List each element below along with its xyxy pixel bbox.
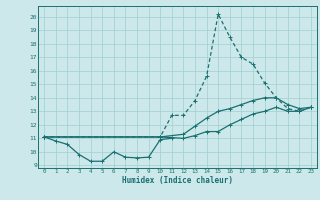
X-axis label: Humidex (Indice chaleur): Humidex (Indice chaleur) bbox=[122, 176, 233, 185]
